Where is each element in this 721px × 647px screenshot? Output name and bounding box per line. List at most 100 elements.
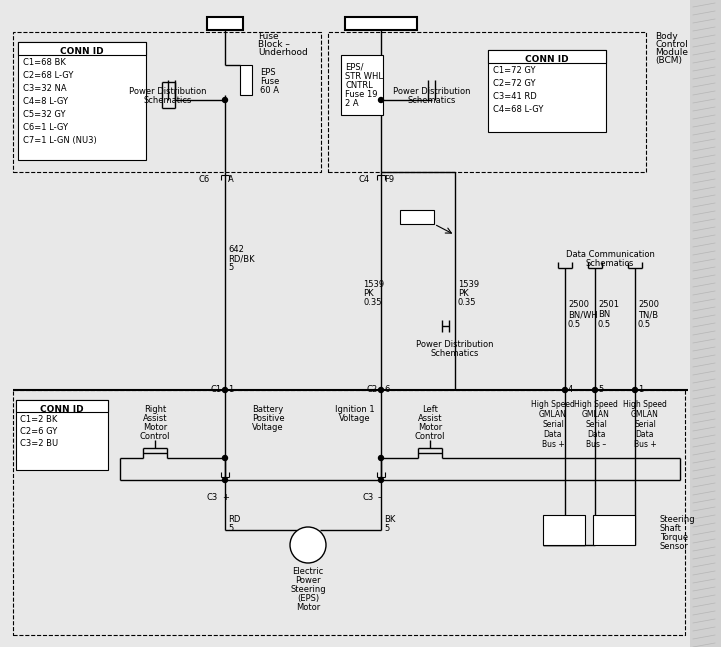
Text: Power Distribution: Power Distribution bbox=[129, 87, 207, 96]
Text: M: M bbox=[302, 542, 314, 556]
Text: Data: Data bbox=[544, 430, 562, 439]
Text: 1: 1 bbox=[638, 385, 643, 394]
Bar bbox=[690, 0, 721, 647]
Text: C5=32 GY: C5=32 GY bbox=[23, 110, 66, 119]
Text: Fuse: Fuse bbox=[260, 77, 279, 86]
Text: Positive: Positive bbox=[252, 414, 284, 423]
Text: C2: C2 bbox=[367, 385, 378, 394]
Text: Shaft: Shaft bbox=[660, 524, 682, 533]
Text: Steering: Steering bbox=[660, 515, 696, 524]
Circle shape bbox=[223, 98, 228, 102]
Text: 1539: 1539 bbox=[458, 280, 479, 289]
Text: PK: PK bbox=[363, 289, 373, 298]
Text: C4: C4 bbox=[359, 175, 370, 184]
Bar bbox=[543, 515, 585, 545]
Text: C6=1 L-GY: C6=1 L-GY bbox=[23, 123, 68, 132]
Text: 6: 6 bbox=[384, 385, 389, 394]
Text: RUN/START: RUN/START bbox=[348, 22, 414, 32]
Text: High Speed: High Speed bbox=[531, 400, 575, 409]
Circle shape bbox=[379, 455, 384, 461]
Text: 5: 5 bbox=[598, 385, 603, 394]
Text: Serial: Serial bbox=[542, 420, 564, 429]
Text: 1539: 1539 bbox=[363, 280, 384, 289]
Text: BK: BK bbox=[384, 515, 395, 524]
Text: C4=68 L-GY: C4=68 L-GY bbox=[493, 105, 544, 114]
Text: C2=68 L-GY: C2=68 L-GY bbox=[23, 71, 74, 80]
Text: Schematics: Schematics bbox=[585, 259, 634, 268]
Text: Serial: Serial bbox=[634, 420, 656, 429]
Circle shape bbox=[290, 527, 326, 563]
Text: Steering: Steering bbox=[290, 585, 326, 594]
Text: RD/BK: RD/BK bbox=[228, 254, 255, 263]
Text: CONN ID: CONN ID bbox=[40, 404, 84, 413]
Text: Power: Power bbox=[295, 576, 321, 585]
Text: 2500: 2500 bbox=[568, 300, 589, 309]
Text: Right: Right bbox=[144, 405, 166, 414]
Circle shape bbox=[632, 388, 637, 393]
Text: 0.5: 0.5 bbox=[568, 320, 581, 329]
Text: C1=72 GY: C1=72 GY bbox=[493, 66, 536, 75]
Text: RD: RD bbox=[228, 515, 240, 524]
Text: Module: Module bbox=[655, 48, 688, 57]
Text: Bus –: Bus – bbox=[586, 440, 606, 449]
Text: BN/WH: BN/WH bbox=[568, 310, 598, 319]
Text: Bus +: Bus + bbox=[634, 440, 656, 449]
Text: Schematics: Schematics bbox=[143, 96, 193, 105]
Bar bbox=[400, 210, 434, 224]
Text: C3: C3 bbox=[363, 493, 374, 502]
Text: Voltage: Voltage bbox=[339, 414, 371, 423]
Text: C3=2 BU: C3=2 BU bbox=[20, 439, 58, 448]
Text: –: – bbox=[378, 493, 382, 502]
Text: F9: F9 bbox=[384, 175, 394, 184]
Circle shape bbox=[379, 477, 384, 483]
Bar bbox=[240, 65, 252, 95]
Text: 2 A: 2 A bbox=[345, 99, 358, 108]
Text: High Speed: High Speed bbox=[574, 400, 618, 409]
Text: EPS/: EPS/ bbox=[345, 63, 363, 72]
Text: Left: Left bbox=[422, 405, 438, 414]
Text: High Speed: High Speed bbox=[623, 400, 667, 409]
Bar bbox=[16, 400, 108, 470]
Bar bbox=[207, 17, 243, 30]
Text: Voltage: Voltage bbox=[252, 423, 284, 432]
Bar bbox=[13, 390, 685, 635]
Text: EPS: EPS bbox=[260, 68, 275, 77]
Text: Torque: Torque bbox=[660, 533, 688, 542]
Text: Fuse 19: Fuse 19 bbox=[345, 90, 378, 99]
Text: Schematics: Schematics bbox=[431, 349, 479, 358]
Text: 5: 5 bbox=[384, 524, 389, 533]
Text: A: A bbox=[228, 175, 234, 184]
Text: Control: Control bbox=[140, 432, 170, 441]
Bar bbox=[328, 32, 646, 172]
Text: K34: K34 bbox=[408, 215, 425, 225]
Text: C7=1 L-GN (NU3): C7=1 L-GN (NU3) bbox=[23, 136, 97, 145]
Bar bbox=[345, 17, 417, 30]
Text: C3: C3 bbox=[207, 493, 218, 502]
Bar bbox=[18, 42, 146, 55]
Bar bbox=[593, 515, 635, 545]
Text: Underhood: Underhood bbox=[258, 48, 308, 57]
Text: 0.5: 0.5 bbox=[638, 320, 651, 329]
Text: C3=41 RD: C3=41 RD bbox=[493, 92, 536, 101]
Text: 1: 1 bbox=[228, 385, 234, 394]
Text: GMLAN: GMLAN bbox=[539, 410, 567, 419]
Text: Power Distribution: Power Distribution bbox=[416, 340, 494, 349]
Text: BN: BN bbox=[598, 310, 610, 319]
Text: +: + bbox=[222, 493, 229, 502]
Bar bbox=[488, 50, 606, 132]
Text: C6: C6 bbox=[199, 175, 210, 184]
Text: Ignition 1: Ignition 1 bbox=[335, 405, 375, 414]
Text: Block –: Block – bbox=[258, 40, 290, 49]
Text: 60 A: 60 A bbox=[260, 86, 279, 95]
Text: 2501: 2501 bbox=[598, 300, 619, 309]
Text: (BCM): (BCM) bbox=[655, 56, 682, 65]
Text: B+: B+ bbox=[216, 22, 234, 32]
Text: Body: Body bbox=[655, 32, 678, 41]
Text: GMLAN: GMLAN bbox=[582, 410, 610, 419]
Text: (EPS): (EPS) bbox=[297, 594, 319, 603]
Text: Fuse: Fuse bbox=[258, 32, 278, 41]
Circle shape bbox=[379, 98, 384, 102]
Circle shape bbox=[593, 388, 598, 393]
Text: 0.35: 0.35 bbox=[363, 298, 381, 307]
Text: Assist: Assist bbox=[417, 414, 442, 423]
